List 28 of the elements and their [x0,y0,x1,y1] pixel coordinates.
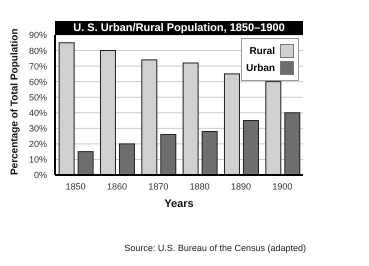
y-tick-label: 70% [28,61,47,72]
bar [118,143,135,175]
y-tick-label: 90% [28,30,47,40]
y-axis-title: Percentage of Total Population [10,28,21,175]
chart-title: U. S. Urban/Rural Population, 1850–1900 [55,21,303,35]
legend-label: Rural [249,46,275,56]
legend-label: Urban [246,62,275,74]
x-tick-label: 1850 [66,181,86,192]
bar [78,151,94,175]
x-tick-label: 1900 [272,181,292,192]
x-tick-label: 1870 [148,181,168,192]
x-axis-title: Years [164,198,194,210]
bar [242,120,259,175]
bar [202,130,218,175]
x-tick-label: 1860 [106,181,128,192]
bar [284,112,300,175]
y-tick-label: 20% [28,139,47,150]
y-tick-label: 30% [28,124,47,134]
source-note: Source: U.S. Bureau of the Census (adapted) [124,243,306,253]
y-tick-label: 40% [28,108,47,118]
bar [160,134,176,175]
y-tick-label: 60% [28,76,47,87]
y-tick-label: 80% [28,46,47,56]
x-tick-label: 1890 [230,181,252,192]
y-tick-label: 50% [28,92,47,102]
x-tick-label: 1880 [190,181,210,192]
y-tick-label: 10% [28,154,47,165]
y-tick-label: 0% [34,170,47,180]
